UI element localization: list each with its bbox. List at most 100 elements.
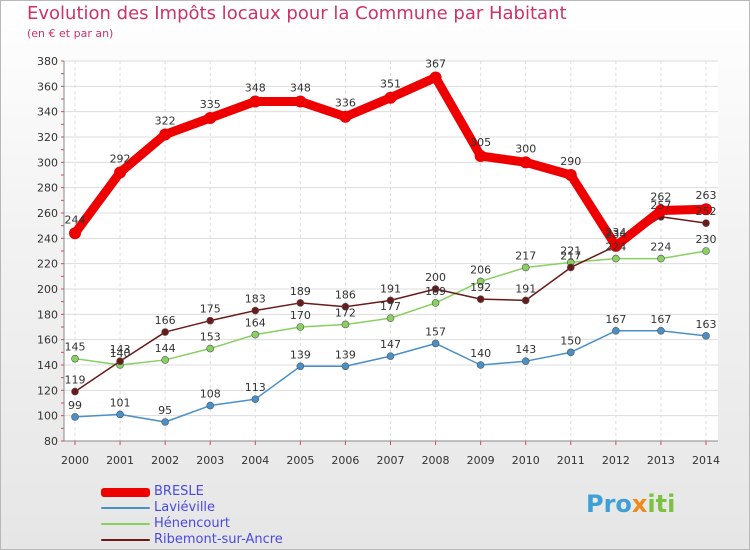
data-label: 189 [290, 285, 311, 298]
plot-area [64, 61, 718, 441]
data-label: 300 [515, 142, 536, 155]
data-point [702, 332, 710, 340]
data-label: 206 [470, 263, 491, 276]
data-label: 143 [515, 343, 536, 356]
y-tick-label: 140 [37, 359, 58, 372]
y-tick-label: 120 [37, 384, 58, 397]
data-label: 150 [560, 334, 581, 347]
data-point [476, 295, 485, 303]
data-point [384, 91, 397, 104]
data-point [564, 169, 577, 181]
data-label: 186 [335, 289, 356, 302]
data-point [657, 254, 665, 263]
y-tick-label: 300 [37, 156, 58, 169]
data-label: 140 [110, 347, 131, 360]
data-point [519, 156, 532, 169]
x-tick-label: 2003 [196, 454, 224, 467]
data-label: 224 [650, 241, 671, 254]
data-point [341, 320, 350, 329]
data-label: 177 [380, 300, 401, 313]
data-label: 263 [696, 189, 717, 202]
x-tick-label: 2001 [106, 454, 134, 467]
data-label: 217 [515, 249, 536, 262]
data-point [69, 227, 81, 240]
data-point [161, 356, 169, 364]
data-point [251, 330, 260, 339]
y-tick-label: 380 [37, 55, 58, 68]
data-label: 144 [155, 342, 176, 355]
data-point [657, 326, 665, 335]
data-point [341, 302, 350, 311]
data-point [206, 316, 215, 325]
legend-swatch [101, 487, 150, 497]
x-tick-label: 2011 [557, 454, 585, 467]
x-tick-label: 2010 [512, 454, 540, 467]
data-point [386, 352, 395, 360]
data-point [204, 112, 217, 124]
data-point [612, 326, 620, 335]
data-label: 262 [650, 190, 671, 203]
data-point [339, 110, 352, 123]
data-label: 224 [605, 241, 626, 254]
data-point [521, 357, 530, 366]
data-label: 147 [380, 338, 401, 351]
data-point [116, 410, 124, 419]
data-label: 252 [696, 205, 717, 218]
data-point [294, 95, 307, 108]
legend-label: Hénencourt [154, 516, 231, 531]
x-tick-label: 2012 [602, 454, 630, 467]
data-label: 119 [65, 374, 86, 387]
data-label: 348 [290, 82, 311, 95]
data-point [161, 328, 169, 336]
data-label: 101 [110, 396, 131, 409]
y-tick-label: 280 [37, 182, 58, 195]
data-label: 322 [155, 114, 176, 127]
data-label: 200 [425, 271, 446, 284]
data-point [566, 263, 575, 272]
data-point [71, 387, 79, 396]
data-label: 140 [470, 347, 491, 360]
data-label: 290 [560, 155, 581, 168]
data-point [566, 348, 575, 357]
data-label: 157 [425, 325, 446, 338]
data-label: 192 [470, 281, 491, 294]
y-tick-label: 100 [37, 410, 58, 423]
data-label: 257 [650, 199, 671, 212]
data-label: 95 [158, 404, 172, 417]
x-tick-label: 2000 [61, 454, 89, 467]
data-label: 292 [110, 152, 131, 165]
data-label: 191 [515, 282, 536, 295]
data-point [341, 362, 350, 371]
y-tick-label: 340 [37, 106, 58, 119]
data-label: 113 [245, 381, 266, 394]
data-point [206, 401, 215, 410]
data-point [71, 413, 79, 421]
y-tick-label: 260 [37, 207, 58, 220]
data-label: 335 [200, 98, 221, 111]
x-tick-label: 2008 [422, 454, 450, 467]
legend-label: Laviéville [154, 500, 216, 515]
data-point [251, 395, 260, 404]
data-point [521, 296, 530, 305]
data-label: 108 [200, 388, 221, 401]
data-label: 170 [290, 309, 311, 322]
data-point [116, 357, 124, 366]
legend-label: Ribemont-sur-Ancre [154, 532, 283, 547]
data-label: 145 [65, 341, 86, 354]
data-point [114, 166, 127, 179]
data-point [429, 71, 442, 84]
data-label: 139 [335, 348, 356, 361]
data-point [702, 247, 710, 255]
data-point [71, 354, 79, 363]
y-tick-label: 240 [37, 232, 58, 245]
data-label: 153 [200, 331, 221, 344]
data-point [609, 239, 622, 252]
chart-title: Evolution des Impôts locaux pour la Comm… [27, 3, 567, 24]
data-point [474, 150, 487, 162]
legend-label: BRESLE [154, 484, 204, 499]
data-point [161, 418, 169, 426]
legend-swatch [101, 507, 150, 509]
data-label: 336 [335, 97, 356, 110]
data-label: 305 [470, 136, 491, 149]
